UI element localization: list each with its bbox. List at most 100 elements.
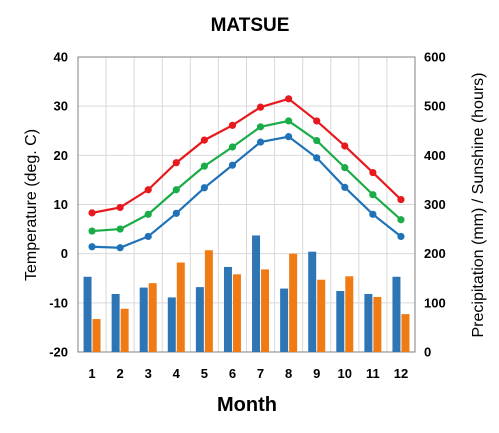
y-right-tick-label: 100 [424,295,446,310]
line-layer [88,95,405,252]
line-series-1-point [341,142,349,150]
x-tick-label: 3 [145,366,152,381]
line-series-3 [92,135,402,249]
bar-series-1-bar [223,266,232,352]
bar-series-2-bar [232,274,241,352]
line-series-2-point [256,123,265,131]
line-series-1 [91,97,402,214]
x-tick-label: 11 [366,366,380,381]
line-series-1-point [172,159,180,167]
y-right-tick-label: 200 [424,246,446,261]
line-series-1-point [228,121,237,129]
bar-series-2-bar [345,276,354,352]
line-series-2-point [88,227,96,235]
bar-series-1-bar [280,288,289,352]
bar-series-1-bar [167,297,176,352]
x-tick-label: 6 [229,366,236,381]
line-series-3-point [397,232,405,241]
bar-series-2-bar [148,283,157,352]
bar-series-1-bar [308,251,317,352]
x-tick-label: 1 [88,366,95,381]
line-series-3-point [200,184,208,192]
line-series-2-point [369,191,377,199]
line-series-1-point [397,195,405,204]
y-left-tick-label: -10 [49,295,68,310]
line-series-2-point [228,143,237,151]
line-series-1-point [285,95,293,103]
bar-series-2-bar [317,279,326,352]
x-tick-label: 12 [394,366,408,381]
line-series-1-point [88,209,96,217]
line-series-1-point [369,168,377,177]
bar-series-1-bar [195,287,204,352]
line-series-3-point [228,161,237,169]
left-axis-ticks: -20 -10 0 10 20 30 40 [49,50,68,360]
x-tick-label: 7 [257,366,264,381]
line-series-2-point [200,162,208,170]
x-tick-label: 10 [338,366,352,381]
y-left-tick-label: -20 [49,345,68,360]
chart-title: MATSUE [211,15,290,36]
y-left-tick-label: 20 [54,148,68,163]
x-tick-label: 4 [173,366,181,381]
bar-series-1-bar [392,276,401,352]
line-series-1-point [313,117,321,125]
right-axis-ticks: 0 100 200 300 400 500 600 [424,50,446,360]
bar-series-2-bar [92,319,101,352]
x-tick-label: 9 [313,366,320,381]
y-left-tick-label: 10 [54,197,68,212]
y-left-tick-label: 30 [54,99,68,114]
line-series-2-point [397,216,405,224]
y-right-tick-label: 600 [424,50,446,65]
bar-series-1-bar [111,293,120,352]
line-series-3-point [285,133,293,141]
line-series-1-point [256,103,265,111]
line-series-2-point [341,164,349,172]
x-tick-label: 8 [285,366,292,381]
gridlines [78,57,415,352]
line-series-3-point [256,138,265,146]
line-series-3-point [369,210,377,218]
y-right-tick-label: 500 [424,99,446,114]
line-series-1-point [200,136,208,144]
x-tick-label: 2 [117,366,124,381]
bar-series-2-bar [261,269,270,352]
line-series-1-point [144,186,152,194]
bar-series-2-bar [289,253,298,352]
y-left-tick-label: 0 [61,246,68,261]
y-left-tick-label: 40 [54,50,68,65]
plot-area [77,56,416,353]
x-tick-label: 5 [201,366,208,381]
line-series-2-point [285,117,293,125]
bar-series-1-bar [139,287,148,352]
line-series-2-point [172,186,180,194]
y-axis-right-title: Precipitation (mm) / Sunshine (hours) [470,73,487,338]
line-series-2-point [116,225,124,233]
bar-layer [83,235,410,352]
y-right-tick-label: 400 [424,148,446,163]
bar-series-2-bar [401,314,410,352]
bar-series-2-bar [373,296,382,352]
line-series-1-point [116,203,124,212]
bar-series-2-bar [176,262,185,352]
bar-series-2-bar [120,308,129,352]
line-series-2 [91,119,402,233]
line-series-3-point [116,244,124,252]
line-series-2-point [313,136,321,145]
x-axis-title: Month [217,394,277,416]
y-right-tick-label: 0 [424,345,431,360]
line-series-3-point [144,232,152,241]
bar-series-2-bar [204,250,213,352]
line-series-2-point [144,210,152,218]
y-right-tick-label: 300 [424,197,446,212]
bar-series-1-bar [364,293,373,352]
bar-series-1-bar [252,235,261,352]
bar-series-1-bar [83,276,92,352]
bar-series-1-bar [336,291,345,352]
line-series-3-point [341,183,349,191]
y-axis-left-title: Temperature (deg. C) [23,129,40,281]
line-series-3-point [313,154,321,162]
x-axis-ticks: 1 2 3 4 5 6 7 8 9 10 11 12 [88,366,408,381]
